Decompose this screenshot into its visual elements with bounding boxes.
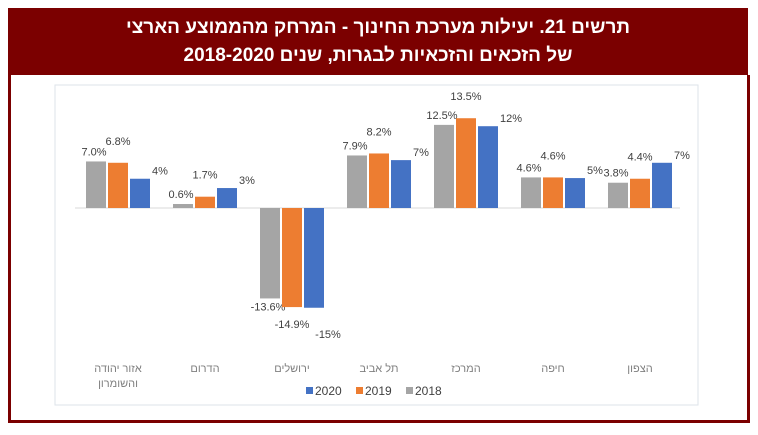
plot-area — [54, 84, 699, 406]
bar-2019 — [456, 118, 476, 208]
data-label: 7% — [674, 150, 690, 162]
data-label: 5% — [587, 165, 603, 177]
data-label: -13.6% — [251, 301, 286, 313]
data-label: -15% — [315, 329, 341, 341]
bar-2020 — [130, 178, 150, 208]
data-label: 1.7% — [192, 170, 217, 182]
bar-2019 — [543, 177, 563, 208]
category-label: ירושלים — [274, 362, 310, 375]
category-label: הצפון — [627, 363, 652, 375]
data-label: 4% — [152, 166, 168, 178]
bar-2020 — [652, 162, 672, 208]
data-label: 0.6% — [168, 189, 193, 201]
category-label: הדרום — [190, 363, 219, 375]
bar-2018 — [434, 124, 454, 208]
bar-2019 — [108, 162, 128, 208]
bar-2018 — [86, 161, 106, 208]
data-label: 12.5% — [426, 110, 457, 122]
bar-2019 — [282, 208, 302, 308]
title-line-2: של הזכאים והזכאיות לבגרות, שנים 2018-202… — [183, 45, 573, 66]
category-label: חיפה — [541, 363, 565, 375]
title-line-1: תרשים 21. יעילות מערכת החינוך - המרחק מה… — [125, 17, 631, 38]
bar-2020 — [217, 188, 237, 208]
legend-label-2019: 2019 — [365, 384, 392, 398]
data-label: 4.6% — [540, 150, 565, 162]
bar-2018 — [521, 177, 541, 208]
data-label: 7.9% — [342, 140, 367, 152]
data-label: 7% — [413, 147, 429, 159]
data-label: 13.5% — [450, 91, 481, 103]
figure-frame — [8, 75, 750, 423]
bar-2019 — [369, 153, 389, 208]
bar-2018 — [260, 208, 280, 299]
legend-swatch-2019 — [356, 387, 363, 394]
category-label: והשומרון — [98, 378, 138, 390]
data-label: 6.8% — [105, 136, 130, 148]
legend-swatch-2018 — [406, 387, 413, 394]
data-label: 4.6% — [516, 162, 541, 174]
data-label: 12% — [500, 113, 522, 125]
category-label: המרכז — [451, 363, 480, 375]
bar-2020 — [565, 178, 585, 208]
bar-2020 — [478, 126, 498, 208]
data-label: 3.8% — [603, 168, 628, 180]
bar-2020 — [304, 208, 324, 308]
category-label: אזור יהודה — [94, 363, 142, 375]
data-label: 8.2% — [366, 126, 391, 138]
category-label: תל אביב — [360, 362, 399, 375]
legend-label-2018: 2018 — [415, 384, 442, 398]
bar-2019 — [630, 178, 650, 208]
data-label: -14.9% — [275, 319, 310, 331]
legend-label-2020: 2020 — [315, 384, 342, 398]
data-label: 4.4% — [627, 152, 652, 164]
data-label: 7.0% — [81, 146, 106, 158]
bar-2018 — [608, 182, 628, 208]
bar-2019 — [195, 196, 215, 208]
legend-swatch-2020 — [306, 387, 313, 394]
bar-2018 — [173, 204, 193, 208]
data-label: 3% — [239, 175, 255, 187]
bar-2018 — [347, 155, 367, 208]
chart-title: תרשים 21. יעילות מערכת החינוך - המרחק מה… — [8, 8, 748, 75]
bar-2020 — [391, 160, 411, 208]
